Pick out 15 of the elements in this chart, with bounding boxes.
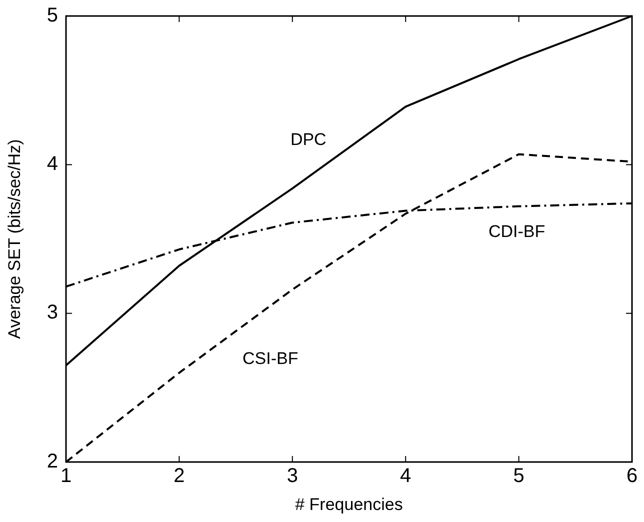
series-label: CDI-BF <box>488 222 546 241</box>
y-tick-label: 2 <box>46 450 58 472</box>
x-tick-label: 3 <box>286 465 298 487</box>
x-axis-title: # Frequencies <box>295 495 403 514</box>
series-label: CSI-BF <box>242 349 298 368</box>
y-tick-label: 4 <box>46 152 58 175</box>
x-tick-label: 4 <box>400 465 412 487</box>
x-tick-label: 6 <box>626 465 638 487</box>
x-tick-label: 5 <box>513 465 524 487</box>
y-axis-title: Average SET (bits/sec/Hz) <box>5 139 24 339</box>
x-tick-label: 2 <box>174 465 185 487</box>
y-tick-label: 3 <box>46 302 58 324</box>
series-label: DPC <box>290 130 326 149</box>
x-tick-label: 1 <box>60 465 72 487</box>
y-tick-label: 5 <box>46 4 58 26</box>
